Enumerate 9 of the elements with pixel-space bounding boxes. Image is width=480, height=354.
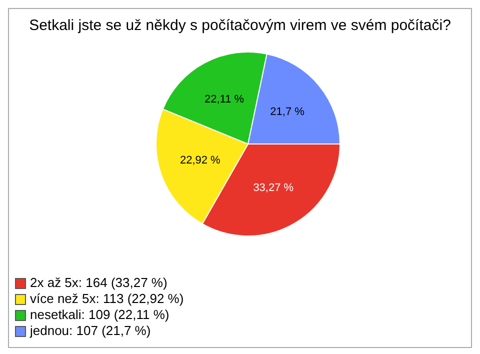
chart-title: Setkali jste se už někdy s počítačovým virem ve svém počítači?: [28, 17, 452, 34]
legend-label: více než 5x: 113 (22,92 %): [30, 291, 184, 307]
legend-label: jednou: 107 (21,7 %): [30, 323, 151, 339]
legend-label: 2x až 5x: 164 (33,27 %): [30, 275, 168, 291]
data-label: 22,92 %: [180, 154, 221, 166]
data-label: 22,11 %: [204, 93, 244, 106]
data-label: 33,27 %: [253, 182, 294, 194]
legend-label: nesetkali: 109 (22,11 %): [30, 307, 170, 323]
data-label: 21,7 %: [270, 106, 305, 118]
